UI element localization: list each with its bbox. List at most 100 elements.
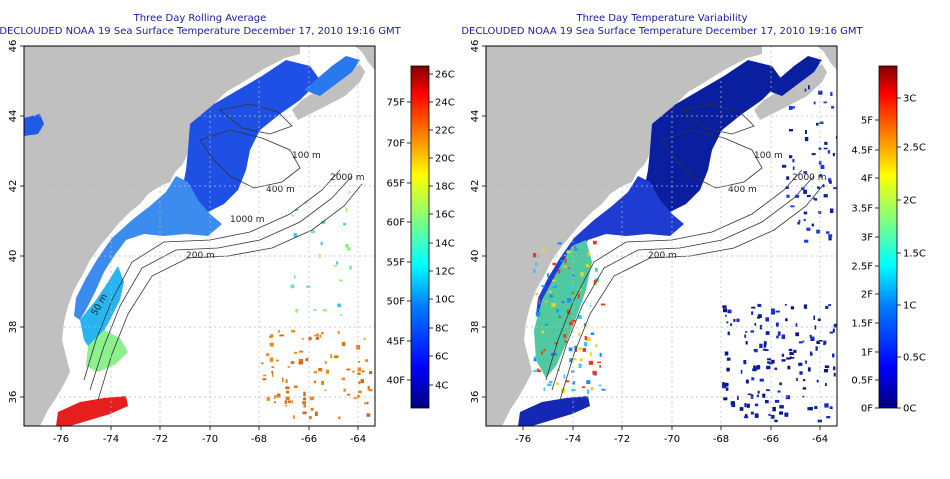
left-y-tick-label: 36 [8, 391, 19, 404]
right-gridlines [486, 46, 837, 426]
left-x-axis: -76 -74 -72 -70 -68 -66 -64 [53, 426, 366, 445]
left-sst-nova-scotia-shelf [304, 56, 360, 96]
left-sst-gulf-of-maine [182, 60, 320, 218]
right-x-axis: -76 -74 -72 -70 -68 -66 -64 [515, 426, 828, 445]
left-sst-speckle [260, 191, 373, 420]
right-isobaths [545, 103, 825, 401]
left-colorbar-fahrenheit-label: 45F [387, 337, 406, 348]
left-subtitle: DECLOUDED NOAA 19 Sea Surface Temperatur… [0, 26, 402, 37]
right-colorbar-celsius-label: 2.5C [903, 143, 926, 154]
right-x-tick-label: -66 [763, 434, 779, 445]
right-y-tick-label: 36 [470, 391, 481, 404]
left-colorbar-celsius-label: 8C [435, 324, 448, 335]
left-contour-label-100m: 100 m [292, 151, 321, 161]
right-land [486, 46, 762, 426]
left-land-newfoundland [355, 46, 375, 70]
left-y-axis: 36 38 40 42 44 46 [8, 40, 24, 404]
right-colorbar-fahrenheit-label: 2F [861, 290, 873, 301]
right-colorbar-fahrenheit-label: 2.5F [851, 262, 873, 273]
right-var-gulf-of-maine [644, 60, 782, 218]
right-land-newfoundland [817, 46, 837, 70]
right-colorbar-celsius-label: 1C [903, 301, 916, 312]
right-y-tick-label: 46 [470, 40, 481, 53]
left-colorbar-fahrenheit-label: 65F [387, 179, 406, 190]
left-x-tick-label: -74 [103, 434, 119, 445]
right-colorbar-fahrenheit-label: 0.5F [851, 376, 873, 387]
right-subtitle: DECLOUDED NOAA 19 Sea Surface Temperatur… [461, 26, 863, 37]
left-colorbar-celsius-label: 6C [435, 352, 448, 363]
left-land [24, 46, 300, 426]
left-contour-label-400m: 400 m [266, 185, 295, 195]
right-colorbar-celsius-label: 0.5C [903, 353, 926, 364]
right-colorbar-fahrenheit-label: 3.5F [851, 204, 873, 215]
left-colorbar-fahrenheit-label: 60F [387, 218, 406, 229]
left-title: Three Day Rolling Average [133, 13, 267, 24]
right-var-shelf [536, 176, 684, 320]
right-contour-label-400m: 400 m [728, 185, 757, 195]
left-colorbar-celsius-label: 24C [435, 98, 455, 109]
right-x-tick-label: -68 [713, 434, 729, 445]
left-x-tick-label: -64 [350, 434, 366, 445]
left-contour-label-2000m: 2000 m [330, 173, 365, 183]
right-y-tick-label: 38 [470, 321, 481, 334]
right-colorbar-celsius-label: 0C [903, 404, 916, 415]
right-colorbar-celsius-label: 1.5C [903, 249, 926, 260]
left-colorbar-celsius-label: 18C [435, 182, 455, 193]
left-colorbar-celsius-label: 16C [435, 210, 455, 221]
right-colorbar-fahrenheit-labels: 5F 4.5F 4F 3.5F 3F 2.5F 2F 1.5F 1F 0.5F 0F [851, 116, 879, 415]
right-colorbar-fahrenheit-label: 3F [861, 233, 873, 244]
left-sst-gulf-stream [56, 396, 128, 426]
left-y-tick-label: 40 [8, 250, 19, 263]
left-isobaths [83, 103, 363, 401]
right-colorbar-fahrenheit-label: 4.5F [851, 146, 873, 157]
left-x-tick-label: -70 [202, 434, 218, 445]
left-map: 100 m 400 m 2000 m 200 m 1000 m 50 m [24, 46, 375, 426]
right-y-axis: 36 38 40 42 44 46 [470, 40, 486, 404]
right-y-tick-label: 44 [470, 110, 481, 123]
left-y-tick-label: 44 [8, 110, 19, 123]
right-colorbar-fahrenheit-label: 4F [861, 174, 873, 185]
right-var-coastal-high [534, 240, 592, 378]
right-panel: Three Day Temperature Variability DECLOU… [461, 13, 926, 445]
right-colorbar [878, 65, 898, 409]
left-colorbar-celsius-label: 14C [435, 239, 455, 250]
right-x-tick-label: -76 [515, 434, 531, 445]
left-colorbar-fahrenheit-label: 55F [387, 258, 406, 269]
right-x-tick-label: -72 [614, 434, 630, 445]
right-colorbar-celsius-labels: 3C 2.5C 2C 1.5C 1C 0.5C 0C [897, 94, 926, 415]
right-y-tick-label: 42 [470, 180, 481, 193]
right-colorbar-fahrenheit-label: 0F [861, 404, 873, 415]
left-map-frame [23, 45, 376, 427]
right-colorbar-fahrenheit-label: 1.5F [851, 319, 873, 330]
left-colorbar-celsius-label: 20C [435, 154, 455, 165]
left-colorbar-fahrenheit-labels: 75F 70F 65F 60F 55F 50F 45F 40F [387, 98, 411, 387]
left-colorbar-celsius-label: 4C [435, 381, 448, 392]
right-colorbar-celsius-label: 2C [903, 196, 916, 207]
right-title: Three Day Temperature Variability [575, 13, 747, 24]
left-gridlines [24, 46, 375, 426]
left-contour-label-1000m: 1000 m [230, 215, 265, 225]
left-x-tick-label: -66 [301, 434, 317, 445]
left-sst-scotian-blob [24, 114, 44, 136]
right-colorbar-fahrenheit-label: 5F [861, 116, 873, 127]
right-map: 100 m 400 m 2000 m 200 m [486, 46, 837, 426]
left-land-nova-scotia [292, 64, 365, 120]
right-colorbar-fahrenheit-label: 1F [861, 348, 873, 359]
right-var-gulf-stream [518, 396, 590, 426]
right-x-tick-label: -70 [664, 434, 680, 445]
left-sst-shelf-blue [74, 176, 222, 320]
left-colorbar-fahrenheit-label: 75F [387, 98, 406, 109]
right-var-nova-scotia-shelf [766, 56, 822, 96]
right-contour-label-2000m: 2000 m [792, 173, 827, 183]
left-y-tick-label: 46 [8, 40, 19, 53]
left-colorbar-fahrenheit-label: 40F [387, 376, 406, 387]
left-panel: Three Day Rolling Average DECLOUDED NOAA… [0, 13, 455, 445]
right-x-tick-label: -74 [565, 434, 581, 445]
left-x-tick-label: -72 [152, 434, 168, 445]
left-colorbar-celsius-label: 26C [435, 70, 455, 81]
left-y-tick-label: 38 [8, 321, 19, 334]
left-colorbar-fahrenheit-label: 70F [387, 139, 406, 150]
left-colorbar-celsius-labels: 26C 24C 22C 20C 18C 16C 14C 12C 10C 8C 6C 4C [429, 70, 455, 392]
